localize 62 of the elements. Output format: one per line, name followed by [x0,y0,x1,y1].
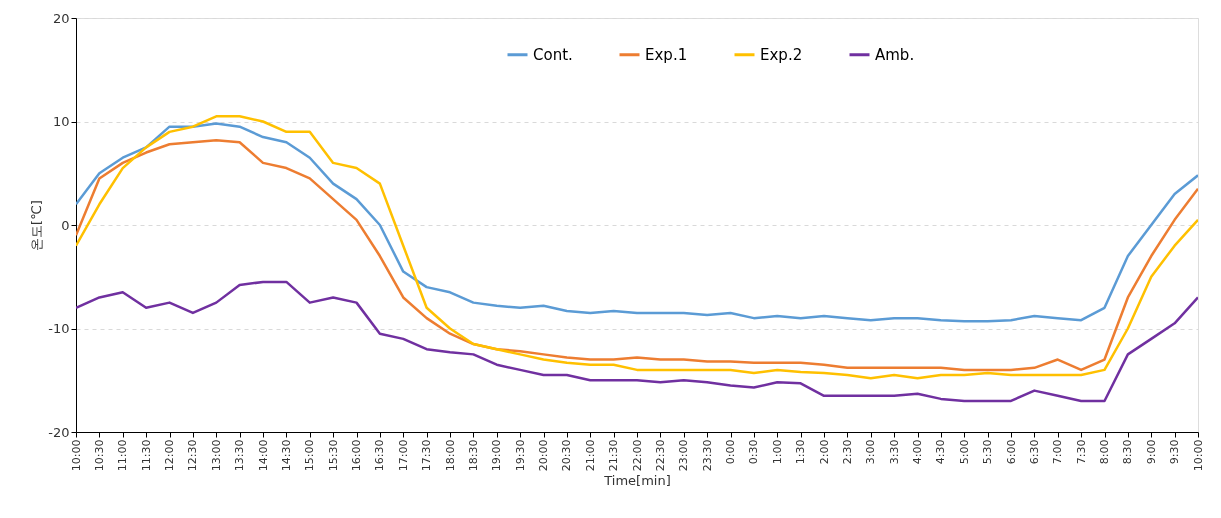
x-tick-label: 8:30 [1121,439,1135,465]
x-tick-label: 22:30 [653,439,667,472]
x-tick-label: 18:30 [466,439,480,472]
x-tick-label: 9:00 [1144,439,1158,465]
legend-label: Cont. [533,45,573,64]
x-tick-label: 15:30 [326,439,340,472]
x-tick-label: 6:30 [1027,439,1041,465]
x-tick-label: 18:00 [443,439,457,472]
x-tick-label: 3:30 [887,439,901,465]
x-tick-label: 19:00 [490,439,504,472]
x-tick-label: 16:30 [373,439,387,472]
x-tick-label: 1:30 [794,439,808,465]
x-tick-label: 0:00 [724,439,737,465]
x-tick-label: 11:00 [116,439,130,472]
x-tick-label: 17:30 [420,439,434,472]
y-tick-label: -20 [48,424,70,440]
x-tick-label: 23:30 [700,439,714,472]
x-tick-label: 2:00 [817,439,831,465]
x-tick-label: 13:00 [209,439,223,472]
x-tick-label: 12:00 [163,439,176,472]
x-tick-label: 10:00 [69,439,83,472]
legend-label: Exp.2 [760,45,803,64]
line-series [76,280,1198,403]
y-tick-label: 20 [52,10,70,26]
x-tick-label: 9:30 [1168,439,1182,465]
x-tick-label: 14:30 [279,439,293,472]
x-tick-label: 17:00 [396,439,410,472]
y-tick-label: 10 [52,114,70,129]
x-tick-label: 7:30 [1074,439,1088,465]
x-tick-label: 5:00 [957,439,971,465]
x-tick-label: 0:30 [747,439,761,465]
x-tick-label: 12:30 [186,439,200,472]
x-tick-label: 23:00 [677,439,691,472]
x-tick-label: 20:30 [560,439,574,472]
x-tick-label: 4:00 [911,439,924,465]
x-axis-title: Time[min] [603,473,671,489]
legend-label: Amb. [875,45,915,64]
x-tick-label: 4:30 [934,439,948,465]
x-tick-label: 7:00 [1051,439,1065,465]
x-tick-label: 10:00 [1191,439,1205,472]
x-tick-label: 14:00 [256,439,270,472]
x-tick-label: 20:00 [537,439,550,472]
x-tick-label: 16:00 [350,439,363,472]
x-tick-label: 1:00 [770,439,784,465]
x-tick-label: 21:30 [607,439,621,472]
x-tick-label: 2:30 [840,439,854,465]
x-tick-label: 15:00 [303,439,317,472]
y-axis-title: 온도[℃] [29,200,45,251]
x-tick-label: 6:00 [1004,439,1018,465]
x-tick-label: 22:00 [630,439,644,472]
line-series [76,122,1198,323]
x-tick-label: 13:30 [233,439,247,472]
x-tick-label: 3:00 [864,439,878,465]
x-tick-label: 21:00 [583,439,597,472]
x-tick-label: 19:30 [513,439,527,472]
x-tick-label: 11:30 [139,439,153,472]
y-tick-label: -10 [48,321,70,336]
legend-label: Exp.1 [645,45,688,64]
x-tick-label: 5:30 [981,439,995,465]
x-tick-label: 10:30 [92,439,106,472]
y-tick-label: 0 [61,217,70,233]
x-tick-label: 8:00 [1098,439,1111,465]
